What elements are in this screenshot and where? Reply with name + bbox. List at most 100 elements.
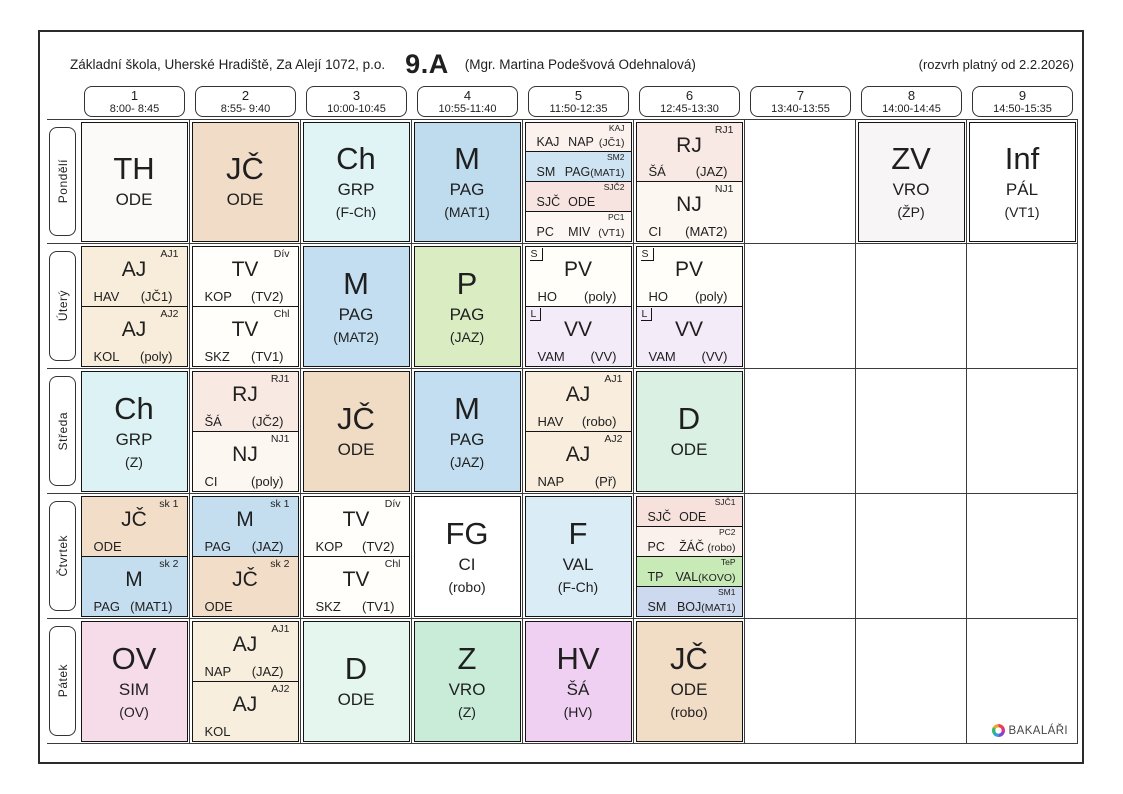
lesson[interactable]: RJ1 RJ ŠÁ (JAZ) [636,122,742,181]
lesson-block[interactable]: FG CI (robo) [413,495,521,617]
lesson[interactable]: JČ ODE (robo) [636,621,742,741]
lesson-block[interactable]: F VAL (F-Ch) [524,495,632,617]
lesson-teacher: VRO [448,679,486,699]
lesson-block[interactable]: KAJ KAJ NAP (JČ1) SM2 SM PAG (MAT1) SJČ2 SJČ ODE PC… [524,121,632,242]
lesson-block[interactable]: S PV HO (poly) L VV VAM (VV) [524,245,632,367]
lesson[interactable]: SM2 SM PAG (MAT1) [525,151,631,181]
lesson[interactable]: JČ ODE [192,122,298,241]
lesson-block[interactable]: sk 1 JČ ODE sk 2 M PAG (MAT1) [80,495,188,617]
lesson-block[interactable]: Ch GRP (Z) [80,370,188,492]
lesson[interactable]: SJČ2 SJČ ODE [525,181,631,211]
lesson[interactable]: NJ1 NJ CI (MAT2) [636,181,742,241]
lesson-block[interactable]: Ch GRP (F-Ch) [302,121,410,242]
week-flag: S [640,247,654,261]
lesson-block[interactable]: Z VRO (Z) [413,620,521,742]
lesson[interactable]: sk 2 M PAG (MAT1) [81,555,187,616]
lesson-teacher: ODE [679,509,707,524]
lesson[interactable]: D ODE [636,371,742,491]
lesson-block[interactable]: D ODE [635,370,743,492]
lesson-block[interactable]: D ODE [302,620,410,742]
lesson-block[interactable]: TH ODE [80,121,188,242]
lesson-block[interactable]: Dív TV KOP (TV2) Chl TV SKZ (TV1) [191,245,299,367]
lesson-block[interactable]: M PAG (JAZ) [413,370,521,492]
day-label-cell: Středa [47,369,79,494]
lesson[interactable]: RJ1 RJ ŠÁ (JČ2) [192,371,298,431]
lesson-block[interactable]: M PAG (MAT2) [302,245,410,367]
lesson[interactable]: M PAG (JAZ) [414,371,520,491]
lesson[interactable]: P PAG (JAZ) [414,246,520,366]
lesson[interactable]: Dív TV KOP (TV2) [192,246,298,306]
lesson[interactable]: SM1 SM BOJ (MAT1) [636,585,742,616]
lesson-teacher: SKZ [315,598,341,614]
lesson-block[interactable]: JČ ODE [302,370,410,492]
lesson[interactable]: M PAG (MAT1) [414,122,520,241]
lesson[interactable]: sk 2 JČ ODE [192,555,298,616]
lesson[interactable]: Chl TV SKZ (TV1) [303,555,409,616]
lesson[interactable]: Inf PÁL (VT1) [969,122,1075,241]
lesson-room: (robo) [448,578,486,595]
lesson-block[interactable]: Inf PÁL (VT1) [968,121,1076,242]
week-flag: L [640,307,653,321]
lesson-teacher: PÁL [1005,180,1039,199]
lesson-detail-line: ŠÁ (JAZ) [637,164,742,179]
lesson-block[interactable]: JČ ODE [191,121,299,242]
lesson-group: AJ1 [160,247,179,260]
lesson[interactable]: Ch GRP (F-Ch) [303,122,409,241]
lesson[interactable]: Z VRO (Z) [414,621,520,741]
lesson[interactable]: Ch GRP (Z) [81,371,187,491]
lesson[interactable]: AJ2 AJ NAP (Př) [525,430,631,491]
lesson[interactable]: TeP TP VAL (KOVO) [636,555,742,586]
lesson-block[interactable]: sk 1 M PAG (JAZ) sk 2 JČ ODE [191,495,299,617]
lesson[interactable]: sk 1 M PAG (JAZ) [192,496,298,556]
lesson[interactable]: SJČ1 SJČ ODE [636,496,742,526]
lesson[interactable]: D ODE [303,621,409,741]
lesson-block[interactable]: RJ1 RJ ŠÁ (JAZ) NJ1 NJ CI (MAT2) [635,121,743,242]
lesson-detail-line: KOP (TV2) [304,539,409,554]
lesson-block[interactable]: HV ŠÁ (HV) [524,620,632,742]
lesson-subject: FG [445,515,489,551]
lesson[interactable]: JČ ODE [303,371,409,491]
lesson[interactable]: PC2 PC ŽÁČ (robo) [636,525,742,556]
lesson-teacher: VAM [537,348,565,364]
lesson-block[interactable]: OV SIM (OV) [80,620,188,742]
lesson[interactable]: TH ODE [81,122,187,241]
lesson[interactable]: AJ1 AJ NAP (JAZ) [192,621,298,681]
lesson-block[interactable]: Dív TV KOP (TV2) Chl TV SKZ (TV1) [302,495,410,617]
lesson-block[interactable]: ZV VRO (ŽP) [857,121,965,242]
lesson-block[interactable]: JČ ODE (robo) [635,620,743,742]
lesson[interactable]: AJ2 AJ KOL [192,680,298,741]
lesson[interactable]: Chl TV SKZ (TV1) [192,305,298,366]
lesson[interactable]: AJ1 AJ HAV (JČ1) [81,246,187,306]
lesson-block[interactable]: S PV HO (poly) L VV VAM (VV) [635,245,743,367]
lesson[interactable]: PC1 PC MIV (VT1) [525,210,631,241]
lesson-block[interactable]: SJČ1 SJČ ODE PC2 PC ŽÁČ (robo) TeP TP VAL (KOVO) SM… [635,495,743,617]
lesson[interactable]: NJ1 NJ CI (poly) [192,430,298,491]
lesson[interactable]: F VAL (F-Ch) [525,496,631,616]
lesson-block[interactable]: AJ1 AJ NAP (JAZ) AJ2 AJ KOL [191,620,299,742]
lesson-teacher: VAM [648,348,676,364]
lesson[interactable]: L VV VAM (VV) [525,305,631,366]
lesson-block[interactable]: AJ1 AJ HAV (robo) AJ2 AJ NAP (Př) [524,370,632,492]
lesson-room: (robo) [581,413,617,429]
lesson[interactable]: S PV HO (poly) [525,246,631,306]
lesson[interactable]: S PV HO (poly) [636,246,742,306]
lesson[interactable]: ZV VRO (ŽP) [858,122,964,241]
lesson[interactable]: AJ2 AJ KOL (poly) [81,305,187,366]
lesson-block[interactable]: P PAG (JAZ) [413,245,521,367]
lesson[interactable]: M PAG (MAT2) [303,246,409,366]
period-time: 14:50-15:35 [993,103,1052,115]
lesson-block[interactable]: M PAG (MAT1) [413,121,521,242]
lesson[interactable]: L VV VAM (VV) [636,305,742,366]
lesson[interactable]: sk 1 JČ ODE [81,496,187,556]
day-label-cell: Úterý [47,244,79,369]
lesson[interactable]: Dív TV KOP (TV2) [303,496,409,556]
lesson[interactable]: OV SIM (OV) [81,621,187,741]
lesson[interactable]: HV ŠÁ (HV) [525,621,631,741]
lesson-subject: M [454,141,480,176]
lesson-teacher: ODE [670,439,708,459]
lesson[interactable]: AJ1 AJ HAV (robo) [525,371,631,431]
lesson-block[interactable]: AJ1 AJ HAV (JČ1) AJ2 AJ KOL (poly) [80,245,188,367]
lesson[interactable]: KAJ KAJ NAP (JČ1) [525,122,631,152]
lesson[interactable]: FG CI (robo) [414,496,520,616]
lesson-block[interactable]: RJ1 RJ ŠÁ (JČ2) NJ1 NJ CI (poly) [191,370,299,492]
